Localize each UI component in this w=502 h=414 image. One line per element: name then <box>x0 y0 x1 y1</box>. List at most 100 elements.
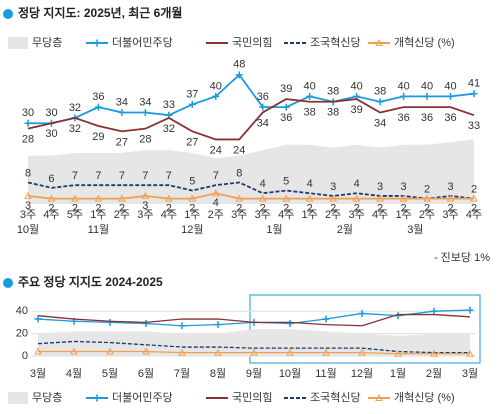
title-dot <box>3 9 13 19</box>
data-label: 2 <box>119 203 125 215</box>
data-label: 2 <box>354 203 360 215</box>
chart-title: 정당 지지도: 2025년, 최근 6개월 <box>18 5 182 20</box>
data-label: 34 <box>116 96 128 108</box>
data-label: 7 <box>166 170 172 182</box>
marker <box>423 194 431 202</box>
data-label: 2 <box>166 203 172 215</box>
data-label: 7 <box>142 170 148 182</box>
marker <box>358 309 366 317</box>
marker <box>322 315 330 323</box>
x-tick-label: 1주 <box>90 209 106 221</box>
data-label: 28 <box>22 134 34 146</box>
marker <box>470 194 478 202</box>
marker <box>106 347 114 355</box>
marker <box>24 191 32 199</box>
x-tick-label: 3주 <box>442 209 458 221</box>
x-tick-label: 1주 <box>184 209 200 221</box>
marker <box>258 194 267 202</box>
marker <box>329 194 338 202</box>
marker <box>212 92 220 100</box>
data-label: 2 <box>471 184 477 196</box>
data-label: 4 <box>213 197 219 209</box>
data-label: 28 <box>139 134 151 146</box>
data-label: 36 <box>257 91 269 103</box>
data-label: 36 <box>397 112 409 124</box>
legend-label: 무당층 <box>32 391 62 404</box>
data-label: 8 <box>236 167 242 179</box>
chart-title: 주요 정당 지지도 2024-2025 <box>18 274 163 289</box>
title-dot <box>3 278 13 288</box>
x-tick-label: 5주 <box>67 209 83 221</box>
marker <box>376 194 384 202</box>
x-tick-label: 1주 <box>302 209 318 221</box>
marker <box>286 320 294 328</box>
legend-label: 더불어민주당 <box>112 36 173 49</box>
x-tick-label: 4주 <box>43 209 59 221</box>
data-label: 3 <box>142 200 148 212</box>
data-label: 3 <box>25 200 31 212</box>
x-tick-label: 3주 <box>137 209 153 221</box>
data-label: 4 <box>260 178 266 190</box>
data-label: 3 <box>377 181 383 193</box>
x-tick-label: 4주 <box>161 209 177 221</box>
marker <box>164 194 173 202</box>
x-tick-label: 2주 <box>419 209 435 221</box>
marker <box>94 103 102 111</box>
data-label: 2 <box>236 203 242 215</box>
series-line <box>37 313 471 327</box>
marker <box>141 191 150 199</box>
marker <box>400 92 408 100</box>
marker <box>178 322 186 330</box>
series-line <box>27 98 475 141</box>
x-tick-label: 3주 <box>231 209 247 221</box>
data-label: 39 <box>280 83 292 95</box>
data-label: 24 <box>210 144 222 156</box>
marker <box>70 347 78 355</box>
data-label: 38 <box>374 86 386 98</box>
marker <box>214 321 222 329</box>
data-label: 40 <box>397 80 409 92</box>
x-tick-label: 3월 <box>462 367 478 380</box>
month-label: 2월 <box>337 223 353 236</box>
month-label: 12월 <box>181 223 203 236</box>
x-tick-label: 7월 <box>174 367 190 380</box>
x-tick-label: 2주 <box>325 209 341 221</box>
marker <box>94 194 103 202</box>
marker <box>466 306 474 314</box>
x-tick-label: 4주 <box>466 209 482 221</box>
data-label: 7 <box>119 170 125 182</box>
y-tick-label: 20 <box>16 328 28 340</box>
data-label: 2 <box>189 203 195 215</box>
data-label: 38 <box>327 107 339 119</box>
x-tick-label: 3월 <box>30 367 46 380</box>
area <box>28 139 474 204</box>
marker <box>34 347 42 355</box>
marker <box>118 194 126 202</box>
data-label: 30 <box>22 107 34 119</box>
marker <box>399 194 408 202</box>
legend-label: 조국혁신당 <box>310 36 361 49</box>
data-label: 36 <box>92 91 104 103</box>
data-label: 40 <box>351 80 363 92</box>
data-label: 6 <box>48 173 54 185</box>
data-label: 2 <box>330 203 336 215</box>
data-label: 3 <box>447 181 453 193</box>
data-label: 4 <box>307 178 313 190</box>
data-label: 8 <box>25 167 31 179</box>
data-label: 2 <box>283 203 289 215</box>
marker <box>322 348 330 356</box>
x-tick-label: 3주 <box>255 209 271 221</box>
marker <box>430 307 438 315</box>
data-label: 7 <box>95 170 101 182</box>
data-label: 34 <box>374 117 386 129</box>
data-label: 34 <box>139 96 151 108</box>
y-tick-label: 0 <box>22 350 28 362</box>
highlight-box <box>249 294 481 364</box>
legend-label: 개혁신당 (%) <box>394 391 455 404</box>
marker <box>141 109 149 117</box>
x-tick-label: 9월 <box>246 367 262 380</box>
marker <box>352 194 361 202</box>
legend-label: 국민의힘 <box>232 391 272 404</box>
marker <box>71 194 79 202</box>
legend-label: 조국혁신당 <box>310 391 361 404</box>
